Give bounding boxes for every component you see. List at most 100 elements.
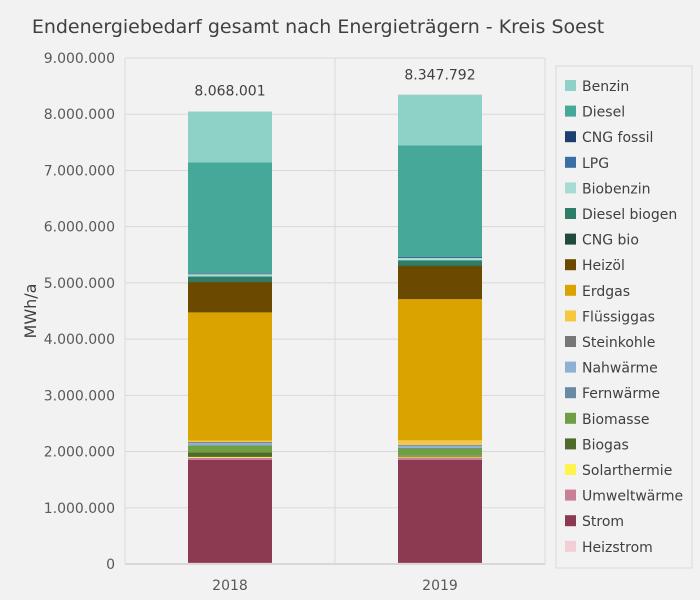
legend-item: Biomasse [565,412,649,428]
legend-item: Solarthermie [565,463,672,479]
bar-segment-steinkohle-2019 [398,444,482,446]
legend-swatch [565,233,576,245]
legend-item: Diesel biogen [565,207,677,223]
legend-label: Biobenzin [582,181,651,197]
total-labels: 8.068.001 8.347.792 [194,68,475,100]
legend-label: Heizöl [582,258,625,274]
legend-item: Diesel [565,105,625,121]
legend-swatch [565,208,576,219]
legend-label: Biogas [582,437,629,453]
bar-segment-heiz-l-2018 [188,282,272,313]
legend-swatch [565,284,576,296]
bar-segment-strom-2018 [188,459,272,563]
legend-swatch [565,489,576,501]
legend-label: Erdgas [582,284,630,300]
bar-segment-diesel-biogen-2018 [188,276,272,282]
bar-segment-steinkohle-2018 [188,441,272,443]
bar-segment-diesel-2019 [398,145,482,257]
y-tick-label: 9.000.000 [44,51,115,67]
legend-swatch [565,464,576,475]
bar-segment-biobenzin-2019 [398,257,482,261]
legend-label: Fernwärme [582,386,660,402]
legend-label: CNG bio [582,233,639,249]
legend-item: Fernwärme [565,386,660,402]
legend-label: Steinkohle [582,335,655,351]
bar-segment-fl-ssiggas-2019 [398,440,482,445]
legend-item: Biogas [565,437,629,453]
legend-label: Diesel biogen [582,207,677,223]
bar-segment-lpg-2018 [188,273,272,275]
y-tick-label: 8.000.000 [44,107,115,123]
legend-swatch [565,438,576,450]
y-tick-label: 1.000.000 [44,501,115,517]
bar-segment-biomasse-2019 [398,448,482,456]
total-label: 8.347.792 [404,68,475,84]
bar-segment-erdgas-2018 [188,312,272,441]
bars [188,94,482,564]
legend-label: Benzin [582,79,629,95]
legend-swatch [565,412,576,424]
bar-segment-nahw-rme-2018 [188,442,272,446]
bar-segment-heizstrom-2019 [398,562,482,564]
bar-segment-umweltw-rme-2019 [398,457,482,460]
legend-item: Flüssiggas [565,309,655,325]
legend-label: Strom [582,514,624,530]
y-axis-label: MWh/a [21,284,40,339]
bar-segment-diesel-biogen-2019 [398,260,482,266]
legend-swatch [565,80,576,91]
bar-segment-fernw-rme-2019 [398,447,482,449]
legend-label: Umweltwärme [582,489,683,505]
legend-swatch [565,105,576,117]
bar-segment-solarthermie-2019 [398,456,482,458]
legend-item: LPG [565,156,609,172]
legend-swatch [565,515,576,527]
y-tick-label: 4.000.000 [44,332,115,348]
legend-item: CNG fossil [565,130,653,146]
bar-segment-biomasse-2018 [188,445,272,453]
legend-item: Umweltwärme [565,489,683,505]
legend-swatch [565,131,576,143]
y-axis-ticks: 0 1.000.000 2.000.000 3.000.000 4.000.000 5.0… [44,51,115,573]
legend-label: LPG [582,156,609,172]
legend-label: CNG fossil [582,130,653,146]
legend-swatch [565,336,576,347]
bar-segment-strom-2019 [398,459,482,563]
y-tick-label: 2.000.000 [44,445,115,461]
bar-segment-biogas-2018 [188,452,272,457]
legend-label: Diesel [582,105,625,121]
legend-label: Biomasse [582,412,649,428]
legend-item: Steinkohle [565,335,655,351]
legend-item: Erdgas [565,284,630,300]
bar-segment-benzin-2019 [398,94,482,146]
bar-segment-biobenzin-2018 [188,274,272,277]
y-tick-label: 7.000.000 [44,163,115,179]
legend-swatch [565,540,576,552]
legend-label: Nahwärme [582,361,658,377]
total-label: 8.068.001 [194,83,265,99]
bar-segment-umweltw-rme-2018 [188,457,272,460]
legend-item: Heizstrom [565,540,653,556]
bar-segment-benzin-2018 [188,111,272,163]
bar-segment-erdgas-2019 [398,299,482,441]
legend-item: Nahwärme [565,361,658,377]
legend-swatch [565,156,576,168]
bar-segment-lpg-2019 [398,257,482,258]
legend-label: Solarthermie [582,463,672,479]
legend-label: Heizstrom [582,540,653,556]
legend-swatch [565,361,576,373]
bar-segment-diesel-2018 [188,162,272,274]
legend-swatch [565,259,576,271]
legend-item: Heizöl [565,258,625,274]
legend-label: Flüssiggas [582,309,655,325]
bar-segment-fl-ssiggas-2018 [188,440,272,442]
y-tick-label: 3.000.000 [44,388,115,404]
legend: Benzin Diesel CNG fossil LPG Biobenzin Diesel… [565,79,683,556]
bar-segment-solarthermie-2018 [188,456,272,458]
bar-segment-nahw-rme-2019 [398,445,482,448]
legend-item: Benzin [565,79,629,95]
legend-item: Biobenzin [565,181,651,197]
legend-swatch [565,387,576,399]
bar-segment-heiz-l-2019 [398,266,482,300]
bar-segment-heizstrom-2018 [188,562,272,564]
